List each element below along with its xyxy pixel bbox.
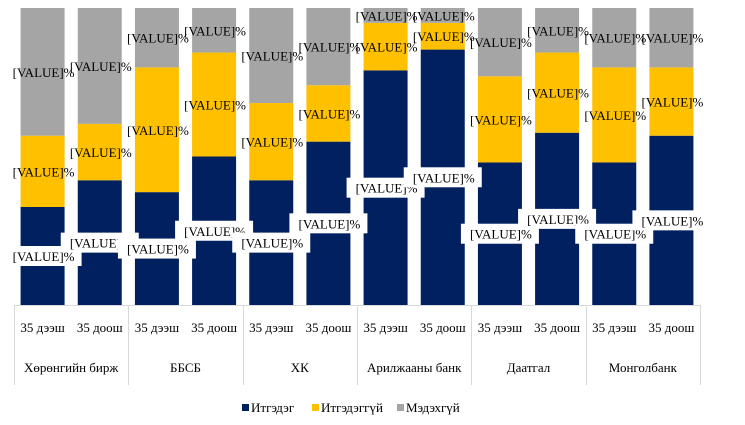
x-tick-label: 35 доош bbox=[534, 320, 580, 335]
data-label-background bbox=[403, 167, 482, 188]
bars-layer bbox=[20, 8, 694, 306]
legend: Итгэдэг Итгэдэггүй Мэдэхгүй bbox=[242, 400, 460, 415]
x-group-label: Арилжааны банк bbox=[367, 360, 462, 375]
bar-segment-3 bbox=[535, 8, 580, 53]
data-label: [VALUE]% bbox=[356, 8, 418, 23]
data-label: [VALUE]% bbox=[13, 65, 75, 80]
bar-segment-2 bbox=[192, 52, 237, 157]
data-labels-layer: [VALUE]%[VALUE]%[VALUE]%[VALUE]%[VALUE]%… bbox=[3, 8, 711, 266]
data-label: [VALUE]% bbox=[70, 145, 132, 160]
bar-segment-2 bbox=[20, 135, 65, 207]
data-label: [VALUE]% bbox=[70, 236, 132, 251]
bar-segment-3 bbox=[477, 8, 522, 77]
data-label: [VALUE]% bbox=[13, 164, 75, 179]
bar-segment-2 bbox=[249, 103, 294, 181]
bar-segment-3 bbox=[134, 8, 179, 68]
legend-label: Итгэдэг bbox=[251, 400, 294, 415]
data-label: [VALUE]% bbox=[413, 8, 475, 23]
bar-segment-3 bbox=[649, 8, 694, 68]
data-label: [VALUE]% bbox=[298, 40, 360, 55]
data-label-background bbox=[632, 210, 711, 231]
x-tick-label: 35 дээш bbox=[249, 320, 293, 335]
data-label: [VALUE]% bbox=[127, 31, 189, 46]
bar-segment-3 bbox=[77, 8, 122, 124]
bar-segment-2 bbox=[649, 67, 694, 136]
data-label-background bbox=[289, 213, 368, 234]
legend-swatch bbox=[312, 404, 319, 411]
data-label-background bbox=[232, 232, 311, 253]
data-label: [VALUE]% bbox=[584, 227, 646, 242]
bar-segment-2 bbox=[363, 22, 408, 71]
bar-segment-3 bbox=[249, 8, 294, 104]
x-group-label: ХК bbox=[291, 360, 309, 375]
bar-segment-2 bbox=[306, 85, 351, 142]
data-label: [VALUE]% bbox=[584, 31, 646, 46]
x-tick-label: 35 дээш bbox=[592, 320, 636, 335]
data-label: [VALUE]% bbox=[470, 227, 532, 242]
x-tick-label: 35 доош bbox=[305, 320, 351, 335]
x-tick-label: 35 дээш bbox=[135, 320, 179, 335]
bar-segment-2 bbox=[134, 67, 179, 193]
x-tick-label: 35 дээш bbox=[363, 320, 407, 335]
data-label: [VALUE]% bbox=[470, 35, 532, 50]
data-label: [VALUE]% bbox=[241, 49, 303, 64]
bar-segment-3 bbox=[20, 8, 65, 136]
data-label: [VALUE]% bbox=[70, 59, 132, 74]
data-label: [VALUE]% bbox=[641, 31, 703, 46]
data-label: [VALUE]% bbox=[298, 106, 360, 121]
data-label: [VALUE]% bbox=[527, 23, 589, 38]
data-label: [VALUE]% bbox=[413, 29, 475, 44]
data-label: [VALUE]% bbox=[527, 212, 589, 227]
x-tick-label: 35 доош bbox=[77, 320, 123, 335]
data-label: [VALUE]% bbox=[356, 181, 418, 196]
data-label: [VALUE]% bbox=[527, 86, 589, 101]
data-label: [VALUE]% bbox=[298, 216, 360, 231]
legend-swatch bbox=[397, 404, 404, 411]
x-axis: 35 дээш 35 доош 35 дээш 35 доош 35 дээш 35 до… bbox=[14, 305, 701, 385]
x-tick-label: 35 доош bbox=[648, 320, 694, 335]
data-label: [VALUE]% bbox=[470, 112, 532, 127]
data-label: [VALUE]% bbox=[356, 40, 418, 55]
bar-segment-3 bbox=[192, 8, 237, 53]
data-label: [VALUE]% bbox=[584, 108, 646, 123]
data-label: [VALUE]% bbox=[184, 23, 246, 38]
bar-segment-3 bbox=[592, 8, 637, 68]
legend-label: Мэдэхгүй bbox=[406, 400, 460, 415]
legend-swatch bbox=[242, 404, 249, 411]
x-tick-label: 35 дээш bbox=[20, 320, 64, 335]
bar-segment-3 bbox=[420, 8, 465, 23]
data-label: [VALUE]% bbox=[184, 98, 246, 113]
data-label: [VALUE]% bbox=[641, 213, 703, 228]
x-tick-label: 35 доош bbox=[191, 320, 237, 335]
data-label: [VALUE]% bbox=[184, 224, 246, 239]
data-label: [VALUE]% bbox=[241, 236, 303, 251]
x-group-label: ББСБ bbox=[170, 360, 201, 375]
data-label: [VALUE]% bbox=[641, 95, 703, 110]
data-label: [VALUE]% bbox=[127, 123, 189, 138]
bar-segment-2 bbox=[420, 22, 465, 50]
bar-segment-3 bbox=[363, 8, 408, 23]
bar-segment-3 bbox=[306, 8, 351, 86]
bar-segment-2 bbox=[592, 67, 637, 163]
data-label-background bbox=[117, 238, 196, 259]
data-label: [VALUE]% bbox=[413, 170, 475, 185]
legend-label: Итгэдэггүй bbox=[321, 400, 383, 415]
data-label: [VALUE]% bbox=[241, 135, 303, 150]
x-group-label: Даатгал bbox=[507, 360, 551, 375]
x-tick-label: 35 доош bbox=[420, 320, 466, 335]
bar-segment-2 bbox=[477, 76, 522, 163]
x-group-label: Монголбанк bbox=[609, 360, 678, 375]
data-label: [VALUE]% bbox=[13, 249, 75, 264]
bar-segment-2 bbox=[535, 52, 580, 133]
data-label: [VALUE]% bbox=[127, 242, 189, 257]
x-tick-label: 35 дээш bbox=[478, 320, 522, 335]
x-group-label: Хөрөнгийн бирж bbox=[24, 360, 119, 375]
bar-segment-2 bbox=[77, 123, 122, 181]
